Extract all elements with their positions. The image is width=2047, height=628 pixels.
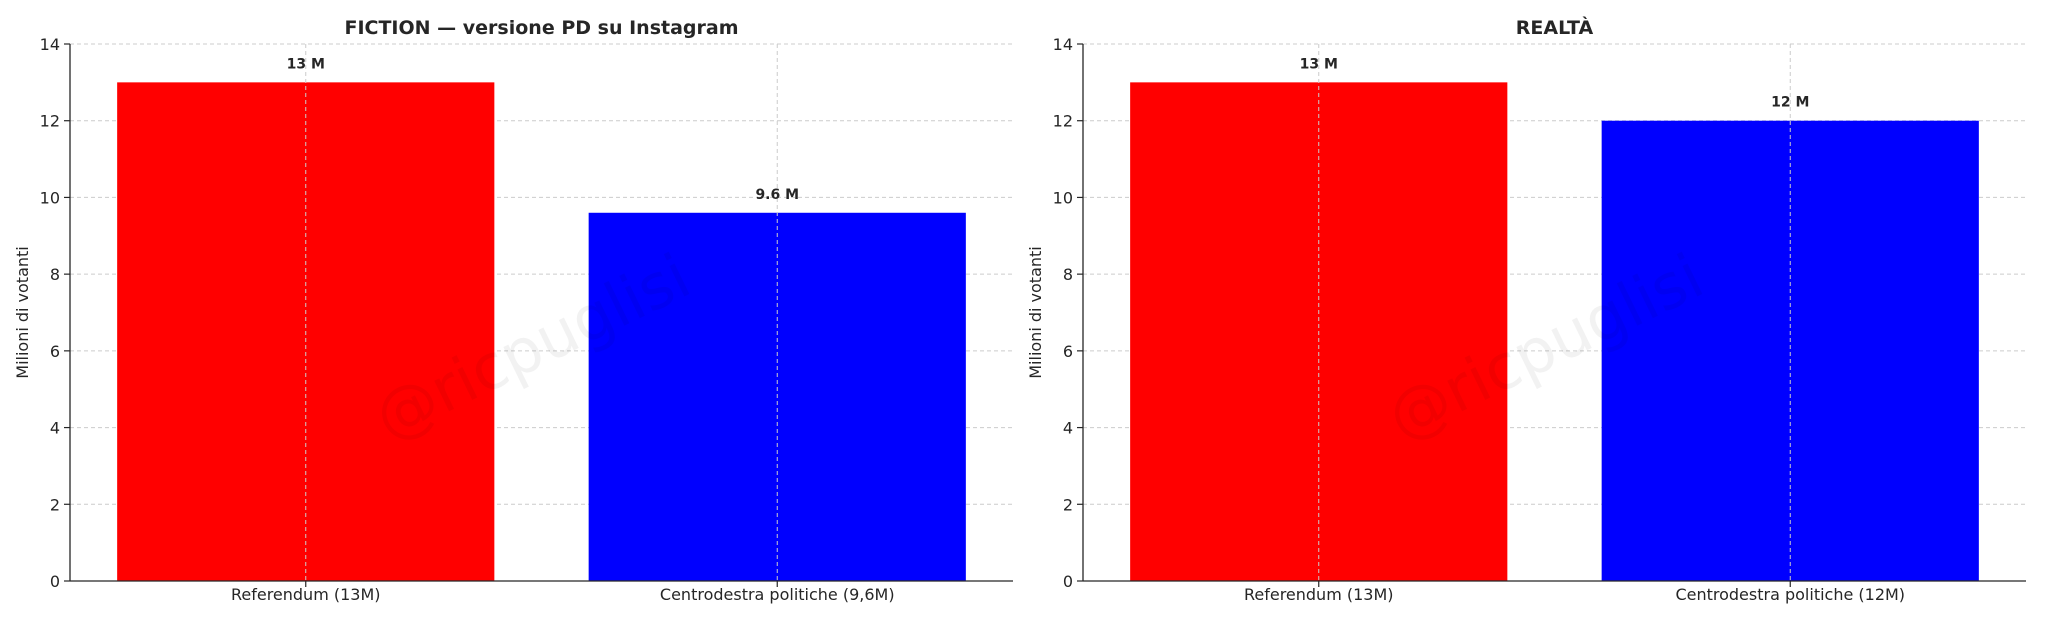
y-tick-label: 10: [40, 188, 60, 207]
x-tick-label: Referendum (13M): [1244, 585, 1394, 604]
chart-title: REALTÀ: [1516, 16, 1594, 39]
y-tick-label: 8: [1063, 265, 1073, 284]
y-tick-label: 12: [1053, 112, 1073, 131]
y-axis-label: Milioni di votanti: [13, 246, 32, 378]
y-tick-label: 4: [50, 419, 60, 438]
y-axis-label: Milioni di votanti: [1026, 246, 1045, 378]
y-tick-label: 2: [50, 495, 60, 514]
data-label: 13 M: [1300, 56, 1338, 72]
y-tick-label: 0: [50, 572, 60, 591]
data-label: 12 M: [1771, 95, 1809, 111]
y-tick-label: 14: [1053, 35, 1073, 54]
y-tick-label: 14: [40, 35, 60, 54]
y-tick-label: 2: [1063, 495, 1073, 514]
y-tick-label: 4: [1063, 419, 1073, 438]
x-tick-label: Centrodestra politiche (12M): [1675, 585, 1905, 604]
y-tick-label: 6: [1063, 342, 1073, 361]
data-label: 13 M: [287, 56, 325, 72]
bar-2: [1601, 120, 1979, 581]
y-tick-label: 12: [40, 112, 60, 131]
y-tick-label: 10: [1053, 188, 1073, 207]
chart-title: FICTION — versione PD su Instagram: [344, 17, 738, 39]
y-tick-label: 0: [1063, 572, 1073, 591]
y-tick-label: 6: [50, 342, 60, 361]
x-tick-label: Centrodestra politiche (9,6M): [660, 585, 895, 604]
data-label: 9.6 M: [755, 187, 799, 203]
y-tick-label: 8: [50, 265, 60, 284]
x-tick-label: Referendum (13M): [231, 585, 381, 604]
